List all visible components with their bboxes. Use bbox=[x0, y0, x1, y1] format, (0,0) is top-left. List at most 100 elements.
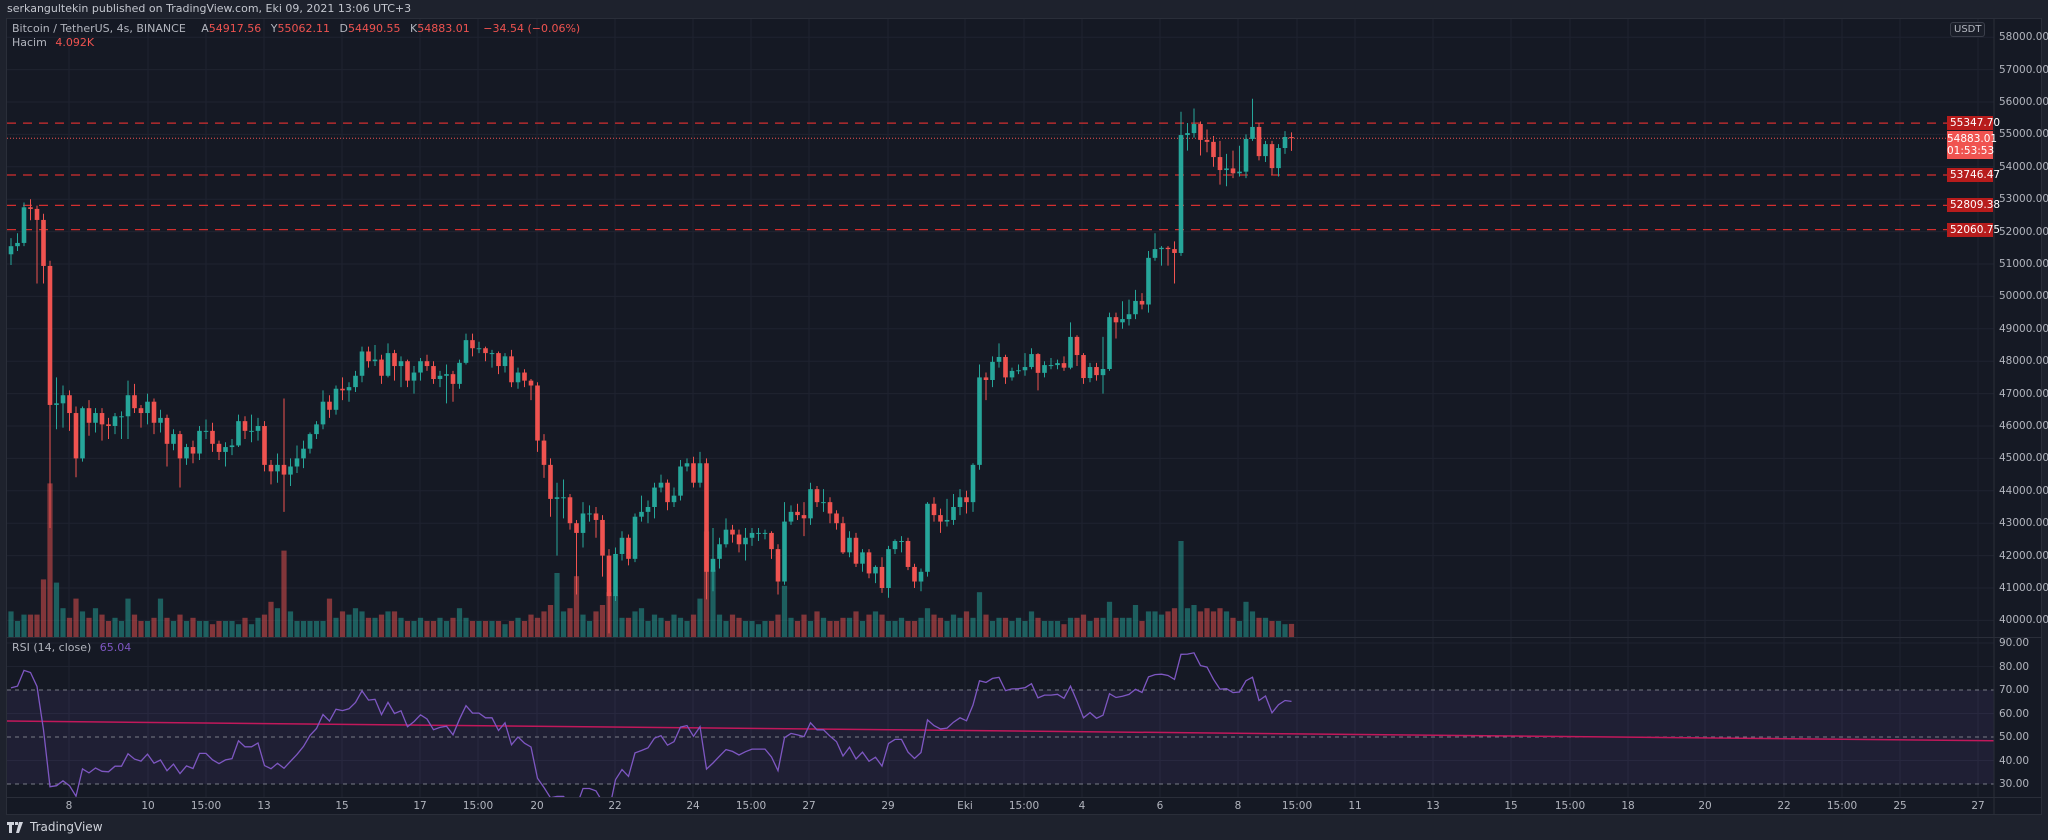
volume-bar bbox=[547, 605, 554, 637]
price-tick-label: 56000.00 bbox=[1999, 96, 2048, 108]
symbol-name[interactable]: Bitcoin / TetherUS, 4s, BINANCE bbox=[12, 22, 186, 35]
time-label: 15:00 bbox=[462, 800, 494, 812]
time-label: 25 bbox=[1893, 800, 1907, 812]
volume-bar bbox=[612, 595, 619, 637]
volume-bar bbox=[898, 617, 905, 637]
volume-bar bbox=[814, 611, 820, 637]
candle-body bbox=[990, 361, 995, 380]
candle-body bbox=[1074, 336, 1080, 356]
candle-body bbox=[1263, 144, 1268, 157]
volume-bar bbox=[99, 614, 105, 637]
rsi-label[interactable]: RSI (14, close) bbox=[12, 641, 92, 654]
candle-body bbox=[1224, 168, 1229, 171]
volume-bar bbox=[476, 621, 482, 637]
open-value: 54917.56 bbox=[208, 22, 262, 35]
volume-bar bbox=[1028, 611, 1035, 637]
time-label: 24 bbox=[686, 800, 700, 812]
time-label: 15:00 bbox=[190, 800, 222, 812]
volume-bar bbox=[1178, 541, 1184, 637]
horizontal-levels[interactable] bbox=[7, 122, 1994, 231]
candle-body bbox=[34, 208, 40, 220]
candle-body bbox=[60, 395, 66, 404]
volume-bar bbox=[794, 621, 801, 637]
candle-body bbox=[853, 537, 859, 564]
candle-body bbox=[106, 424, 111, 426]
volume-bar bbox=[118, 621, 125, 637]
currency-badge[interactable]: USDT bbox=[1950, 22, 1986, 37]
candle-body bbox=[684, 463, 690, 467]
rsi-pane[interactable] bbox=[7, 652, 1994, 811]
candle-body bbox=[119, 416, 124, 418]
time-label: 15 bbox=[335, 800, 349, 812]
time-label: 8 bbox=[1234, 800, 1242, 812]
volume-bar bbox=[599, 605, 606, 637]
candle-body bbox=[639, 511, 644, 517]
volume-bar bbox=[450, 617, 456, 637]
candle-body bbox=[528, 380, 534, 386]
volume-bar bbox=[762, 621, 768, 637]
candle-body bbox=[41, 219, 46, 266]
volume-bar bbox=[508, 621, 515, 637]
candle-body bbox=[1087, 367, 1093, 379]
candle-body bbox=[678, 466, 683, 496]
volume-bar bbox=[710, 569, 716, 637]
price-tick-label: 47000.00 bbox=[1999, 387, 2048, 400]
candle-body bbox=[671, 495, 677, 503]
volume-bar bbox=[820, 617, 827, 637]
candle-body bbox=[1107, 317, 1112, 369]
price-tick-label: 51000.00 bbox=[1999, 258, 2048, 270]
candle-body bbox=[372, 359, 378, 362]
candle-body bbox=[788, 511, 794, 522]
grid-lines bbox=[7, 19, 1994, 797]
candle-body bbox=[938, 515, 943, 522]
candle-body bbox=[925, 503, 930, 572]
candle-body bbox=[99, 413, 105, 425]
high-label: Y bbox=[270, 22, 278, 35]
volume-bar bbox=[905, 621, 911, 637]
volume-bar bbox=[651, 614, 658, 637]
volume-bar bbox=[775, 614, 781, 637]
candle-body bbox=[827, 502, 833, 514]
time-label: 20 bbox=[1698, 800, 1712, 812]
volume-bar bbox=[1158, 614, 1165, 637]
volume-bar bbox=[1236, 621, 1243, 637]
time-label: 18 bbox=[1621, 800, 1635, 812]
volume-bar bbox=[287, 611, 294, 637]
volume-bar bbox=[1165, 611, 1171, 637]
candle-body bbox=[112, 416, 118, 426]
candle-body bbox=[1048, 365, 1054, 367]
volume-bar bbox=[170, 621, 177, 637]
volume-bar bbox=[281, 550, 287, 637]
volume-bar bbox=[619, 617, 625, 637]
volume-bar bbox=[1282, 624, 1288, 637]
rsi-tick-label: 70.00 bbox=[1999, 684, 2030, 696]
volume-bar bbox=[677, 617, 684, 637]
candle-body bbox=[1256, 126, 1262, 157]
candle-body bbox=[15, 242, 20, 247]
volume-bar bbox=[1022, 621, 1028, 637]
volume-bar bbox=[924, 608, 931, 637]
candle-body bbox=[801, 515, 807, 519]
volume-bar bbox=[846, 617, 853, 637]
candle-body bbox=[912, 566, 917, 582]
candle-body bbox=[476, 348, 482, 350]
candle-body bbox=[1172, 249, 1177, 253]
candle-body bbox=[249, 430, 254, 432]
candle-body bbox=[522, 372, 527, 381]
volume-bar bbox=[1067, 617, 1074, 637]
volume-bar bbox=[430, 621, 437, 637]
volume-bar bbox=[1015, 617, 1022, 637]
candle-body bbox=[606, 555, 612, 597]
volume-bar bbox=[515, 617, 521, 637]
volume-bar bbox=[1113, 617, 1119, 637]
candle-body bbox=[190, 447, 196, 454]
volume-bar bbox=[482, 621, 489, 637]
candle-body bbox=[47, 265, 53, 405]
candle-body bbox=[1178, 135, 1184, 253]
candle-body bbox=[275, 464, 280, 472]
volume-bar bbox=[801, 614, 807, 637]
candle-body bbox=[483, 348, 488, 354]
footer-brand[interactable]: TradingView bbox=[7, 820, 103, 834]
volume-label[interactable]: Hacim bbox=[12, 36, 47, 49]
